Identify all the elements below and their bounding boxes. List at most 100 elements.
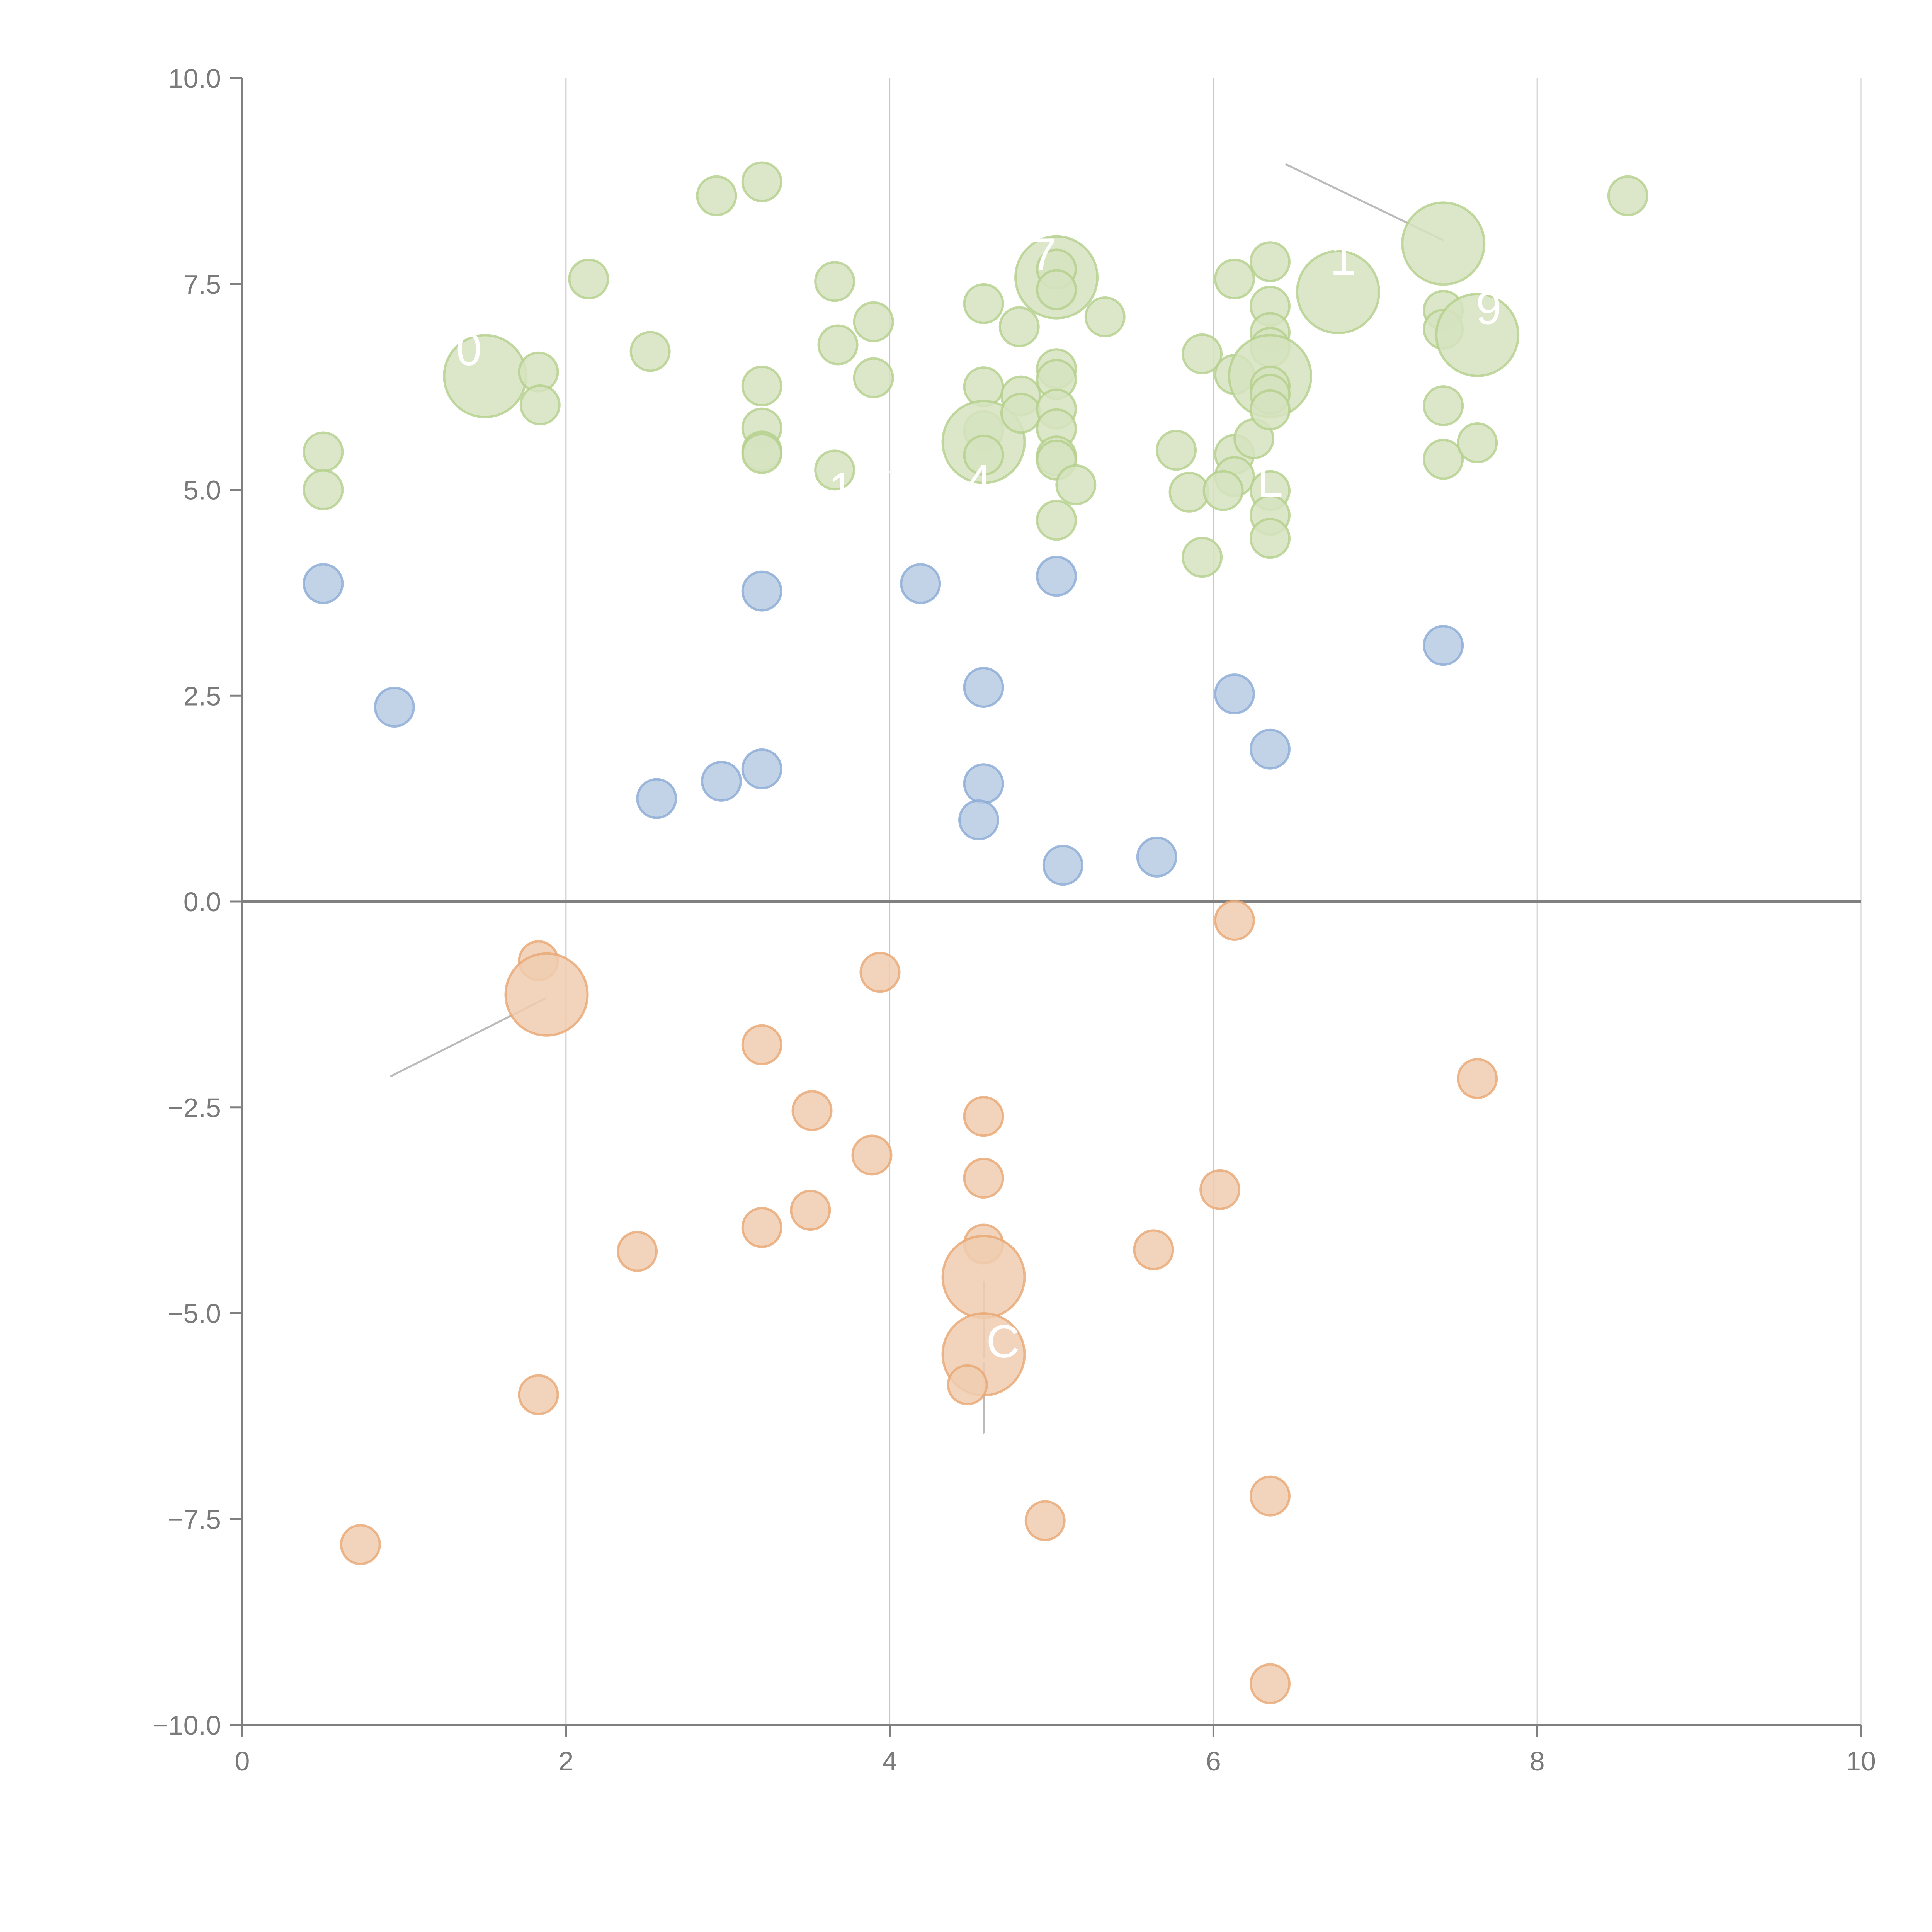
green-data-point: [1168, 471, 1210, 513]
orange-data-point: [741, 1207, 782, 1248]
green-data-point: [998, 306, 1040, 347]
annotation-label: C: [986, 1316, 1020, 1367]
green-data-point: [963, 434, 1004, 476]
y-tick-label: −5.0: [168, 1299, 221, 1329]
annotation-label: 0: [456, 323, 482, 375]
green-data-point: [1423, 385, 1464, 427]
green-data-point: [853, 301, 894, 342]
green-data-point: [853, 357, 894, 398]
annotation-label: 1: [1330, 233, 1356, 285]
x-tick-label: 6: [1206, 1746, 1221, 1776]
orange-data-point: [1214, 900, 1255, 941]
orange-data-point: [518, 1374, 559, 1415]
orange-data-point: [340, 1524, 381, 1565]
annotation-label: L: [1257, 455, 1283, 507]
orange-data-point: [941, 1235, 1026, 1319]
orange-data-point: [963, 1096, 1004, 1137]
blue-data-point: [958, 799, 999, 841]
data-points: [303, 161, 1648, 1704]
orange-data-point: [859, 952, 901, 993]
blue-data-point: [374, 687, 415, 728]
green-data-point: [741, 433, 782, 474]
blue-data-point: [701, 760, 742, 802]
green-data-point: [1182, 537, 1223, 578]
annotation-leaders: [390, 163, 1490, 1434]
green-data-point: [696, 175, 737, 216]
orange-data-point: [791, 1090, 833, 1131]
orange-data-point: [1457, 1058, 1498, 1099]
green-data-point: [303, 469, 344, 510]
green-data-point: [1156, 430, 1197, 471]
blue-data-point: [303, 563, 344, 604]
y-tick-label: 0.0: [184, 887, 221, 917]
annotation-label: 4: [966, 455, 992, 507]
annotation-labels: 0 1 4 7 1 9 L C: [456, 229, 1502, 1367]
green-data-point: [1084, 296, 1126, 337]
green-data-point: [963, 283, 1004, 324]
orange-data-point: [790, 1190, 831, 1231]
green-data-point: [817, 324, 859, 366]
y-tick-label: 2.5: [184, 681, 221, 711]
blue-data-point: [963, 667, 1004, 708]
annotation-label: 1: [828, 464, 854, 515]
orange-data-point: [947, 1364, 988, 1405]
orange-data-point: [1133, 1229, 1174, 1270]
orange-data-point: [1250, 1475, 1291, 1517]
green-data-point: [1296, 250, 1380, 335]
blue-data-point: [1136, 836, 1177, 878]
green-data-point: [1214, 258, 1255, 299]
green-data-point: [1435, 293, 1520, 377]
green-data-point: [1250, 389, 1291, 430]
green-data-point: [1250, 241, 1291, 282]
x-tick-label: 0: [235, 1746, 250, 1776]
blue-data-point: [741, 748, 782, 789]
orange-data-point: [1024, 1500, 1066, 1541]
y-tick-label: 5.0: [184, 475, 221, 505]
x-tick-label: 4: [882, 1746, 897, 1776]
orange-data-point: [617, 1231, 658, 1272]
green-data-point: [814, 449, 855, 491]
green-data-point: [519, 384, 561, 426]
y-tick-label: −10.0: [153, 1710, 221, 1740]
orange-data-point: [1199, 1169, 1241, 1210]
green-data-point: [1607, 175, 1648, 216]
blue-data-point: [1423, 625, 1464, 666]
x-tick-label: 2: [558, 1746, 573, 1776]
green-data-point: [1000, 393, 1041, 434]
y-tick-label: 10.0: [168, 63, 221, 94]
green-data-point: [1055, 464, 1097, 505]
green-data-point: [1036, 500, 1077, 541]
orange-data-point: [504, 952, 589, 1037]
green-data-point: [1202, 470, 1244, 511]
orange-data-point: [851, 1134, 893, 1176]
green-data-point: [814, 261, 855, 302]
blue-data-point: [900, 563, 941, 604]
annotation-label: 7: [1031, 229, 1056, 281]
blue-data-point: [1214, 673, 1255, 714]
blue-data-point: [636, 778, 677, 819]
blue-data-point: [1042, 845, 1083, 886]
green-data-point: [1250, 518, 1291, 559]
green-data-point: [1423, 439, 1464, 480]
blue-data-point: [963, 763, 1004, 804]
blue-data-point: [741, 570, 782, 612]
orange-data-point: [741, 1024, 782, 1065]
green-data-point: [1457, 422, 1498, 464]
green-data-point: [568, 258, 609, 299]
green-data-point: [1182, 333, 1223, 374]
green-data-point: [1036, 269, 1077, 310]
green-data-point: [303, 431, 344, 473]
x-tick-label: 8: [1530, 1746, 1545, 1776]
green-data-point: [629, 331, 671, 372]
annotation-label: 9: [1476, 282, 1502, 334]
y-tick-label: 7.5: [184, 269, 221, 299]
green-data-point: [741, 161, 782, 202]
x-tick-label: 10: [1846, 1746, 1876, 1776]
y-tick-label: −7.5: [168, 1504, 221, 1534]
orange-data-point: [963, 1158, 1004, 1199]
blue-data-point: [1250, 728, 1291, 770]
orange-data-point: [1250, 1663, 1291, 1704]
green-data-point: [741, 365, 782, 406]
